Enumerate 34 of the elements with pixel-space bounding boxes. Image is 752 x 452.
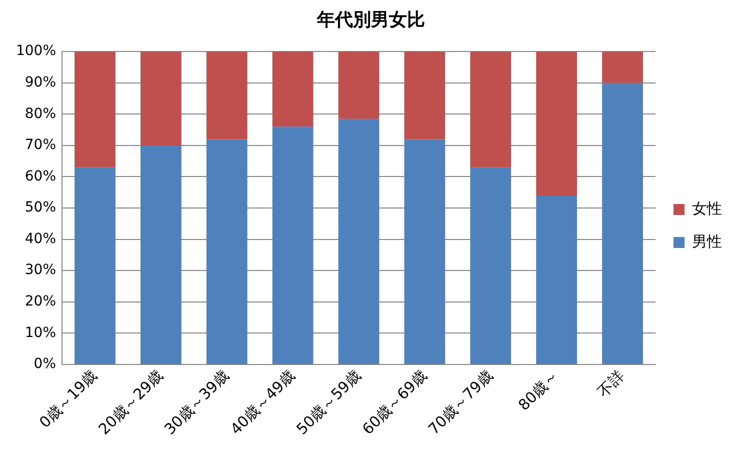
- bar: [338, 118, 380, 364]
- bar: [470, 52, 512, 168]
- y-tick-label: 60%: [24, 168, 56, 184]
- chart-title: 年代別男女比: [316, 9, 425, 30]
- legend-label: 女性: [692, 199, 722, 218]
- y-tick-label: 100%: [16, 43, 56, 60]
- bar: [140, 145, 182, 364]
- bar: [74, 167, 116, 364]
- bar: [536, 52, 578, 196]
- bar: [470, 167, 512, 364]
- bar: [338, 52, 380, 119]
- y-tick-label: 70%: [24, 137, 56, 154]
- y-tick-label: 0%: [34, 356, 56, 372]
- y-tick-label: 90%: [24, 74, 56, 91]
- y-tick-label: 80%: [24, 106, 56, 122]
- bar: [140, 52, 182, 146]
- y-tick-label: 10%: [24, 324, 56, 341]
- y-tick-label: 40%: [24, 230, 56, 247]
- bar: [404, 52, 446, 140]
- bar: [536, 196, 578, 364]
- bar: [272, 126, 314, 364]
- bar: [206, 139, 248, 364]
- bar: [272, 52, 314, 127]
- y-tick-label: 50%: [24, 200, 56, 216]
- bar: [602, 82, 643, 364]
- bar: [74, 52, 116, 168]
- bar: [206, 52, 248, 140]
- x-tick-label: 80歳～: [514, 366, 562, 414]
- y-tick-label: 30%: [24, 262, 56, 278]
- bar: [602, 52, 643, 83]
- bar: [404, 139, 446, 364]
- y-tick-label: 20%: [24, 294, 56, 310]
- x-tick-label: 不詳: [594, 366, 628, 401]
- legend-label: 男性: [692, 232, 722, 250]
